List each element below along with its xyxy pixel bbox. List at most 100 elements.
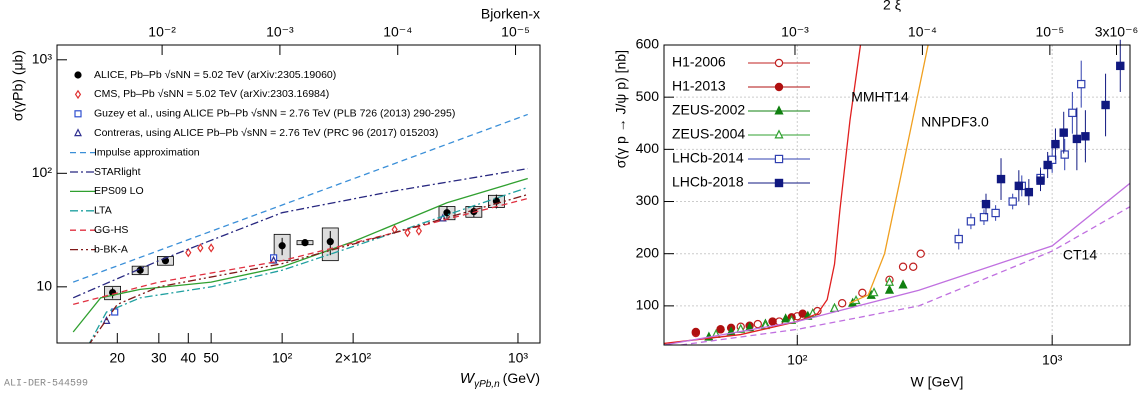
legend-label: LTA — [94, 205, 112, 217]
x-tick-label: 10² — [272, 350, 293, 366]
legend-label: GG-HS — [94, 224, 128, 236]
curve — [72, 177, 528, 333]
plot-frame — [663, 44, 1131, 346]
x2-tick-label: 10⁻² — [148, 24, 176, 40]
marker — [1072, 134, 1082, 144]
x-tick-label: 20 — [110, 350, 126, 366]
curve — [664, 45, 862, 345]
legend-label: Impulse approximation — [94, 146, 200, 158]
y-tick-label: 10 — [36, 278, 52, 294]
legend-label: STARlight — [94, 166, 141, 178]
marker — [981, 199, 991, 209]
marker — [753, 319, 762, 329]
marker — [858, 288, 867, 298]
marker — [74, 89, 82, 100]
marker — [979, 212, 989, 222]
marker — [954, 234, 963, 244]
marker — [837, 299, 847, 308]
x-tick-label: 10³ — [508, 350, 529, 366]
x2-tick-label: 10⁻⁵ — [501, 24, 530, 40]
y-axis-label: σ(γ p → J/ψ p) [nb] — [613, 50, 629, 168]
x-axis-label: W [GeV] — [911, 374, 964, 390]
marker — [1014, 181, 1024, 191]
marker — [1059, 128, 1068, 137]
marker — [774, 58, 784, 68]
marker — [829, 302, 840, 312]
x-tick-label: 40 — [181, 350, 197, 366]
marker — [768, 317, 777, 326]
legend-label: Contreras, using ALICE Pb–Pb √sNN = 2.76… — [94, 127, 438, 139]
marker — [774, 82, 784, 92]
marker — [966, 217, 976, 226]
y-tick-label: 500 — [636, 88, 660, 104]
marker — [208, 243, 215, 253]
legend-label: Guzey et al., using ALICE Pb–Pb √sNN = 2… — [94, 108, 455, 120]
legend-label: b-BK-A — [94, 243, 128, 255]
marker — [996, 174, 1006, 184]
x-axis-label: WγPb,n (GeV) — [460, 370, 540, 390]
marker — [1008, 197, 1017, 206]
marker — [102, 316, 111, 324]
marker — [716, 325, 725, 334]
marker — [798, 309, 807, 318]
marker — [898, 262, 908, 271]
x-tick-label: 50 — [203, 350, 219, 366]
marker — [185, 247, 192, 258]
y-tick-label: 200 — [636, 244, 660, 260]
marker — [691, 327, 701, 337]
x-tick-label: 2×10² — [335, 350, 372, 366]
marker — [916, 249, 925, 258]
legend-label: ZEUS-2004 — [672, 126, 745, 142]
legend-label: ZEUS-2002 — [672, 102, 745, 118]
marker — [774, 178, 784, 188]
curve — [849, 45, 929, 304]
x2-tick-label: 10⁻³ — [266, 24, 294, 40]
marker — [1068, 108, 1077, 118]
x2-tick-label: 10⁻⁴ — [908, 24, 937, 40]
x2-tick-label: 10⁻³ — [781, 24, 809, 40]
marker — [1060, 150, 1069, 159]
y-axis-label: σ(γPb) (μb) — [10, 50, 26, 121]
x-label-main: W — [460, 370, 476, 387]
marker — [74, 71, 82, 79]
x-tick-label: 10² — [787, 352, 808, 368]
marker — [991, 208, 1000, 218]
marker — [1036, 176, 1045, 185]
marker — [774, 154, 784, 164]
x-tick-label: 10³ — [1042, 352, 1063, 368]
marker — [1081, 132, 1090, 141]
x-label-sub: γPb,n — [474, 379, 500, 390]
marker — [781, 313, 791, 323]
marker — [869, 287, 879, 297]
y-tick-label: 100 — [636, 297, 660, 313]
curve-label: NNPDF3.0 — [921, 114, 989, 130]
marker — [736, 323, 746, 333]
marker — [74, 128, 82, 137]
marker — [326, 238, 334, 246]
marker — [884, 284, 895, 294]
curve — [72, 167, 528, 299]
curve — [680, 206, 1130, 345]
watermark: ALI-DER-544599 — [4, 379, 88, 390]
legend-label: CMS, Pb–Pb √sNN = 5.02 TeV (arXiv:2303.1… — [94, 88, 329, 100]
marker — [74, 110, 82, 118]
curve — [73, 197, 528, 306]
y-tick-label: 400 — [636, 140, 660, 156]
marker — [1077, 79, 1086, 89]
marker — [415, 226, 422, 236]
legend-label: LHCb-2014 — [672, 150, 744, 166]
marker — [1024, 187, 1034, 197]
x2-axis-label: Bjorken-x — [481, 6, 540, 22]
marker — [1116, 61, 1125, 71]
curve — [88, 186, 528, 343]
marker — [884, 276, 895, 286]
y-tick-label: 600 — [636, 36, 660, 52]
marker — [909, 262, 918, 271]
curve — [72, 113, 528, 283]
x2-axis-label: 2 ξ — [883, 0, 901, 13]
legend-label: H1-2006 — [672, 54, 726, 70]
marker — [1043, 160, 1052, 170]
legend-label: H1-2013 — [672, 78, 726, 94]
marker — [1051, 139, 1060, 149]
